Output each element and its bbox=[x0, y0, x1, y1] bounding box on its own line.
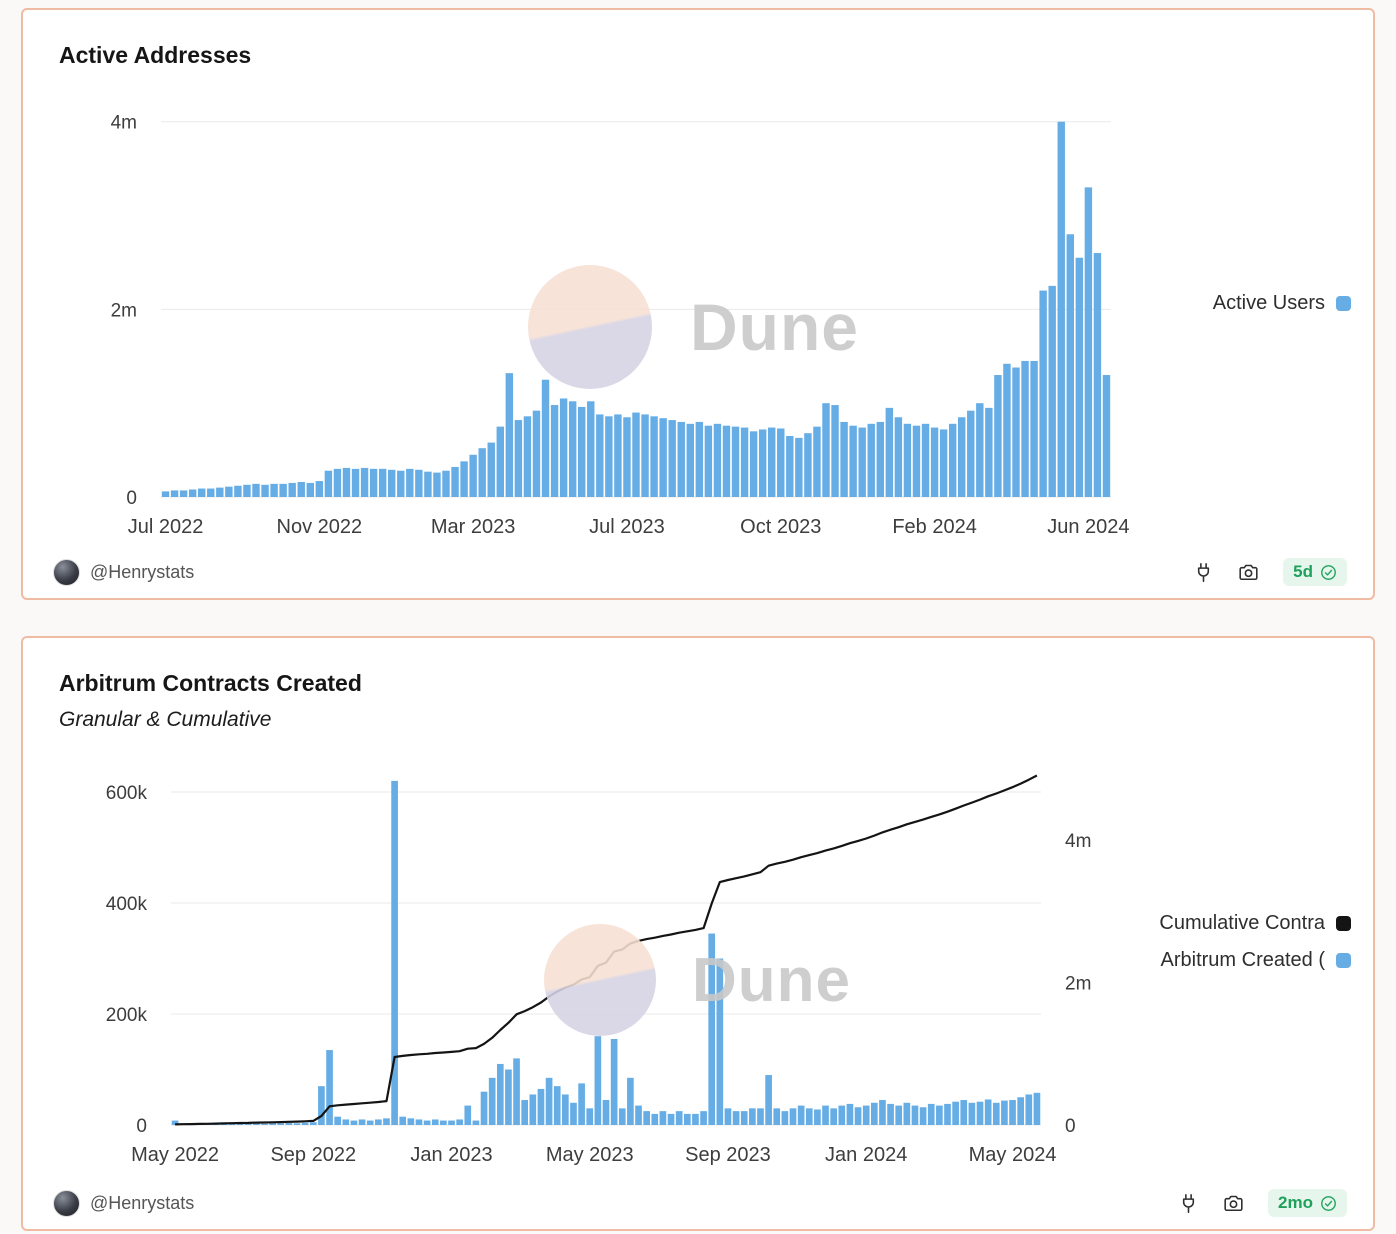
legend-color-chip bbox=[1336, 916, 1351, 931]
svg-text:0: 0 bbox=[136, 1116, 147, 1137]
svg-text:Jun 2024: Jun 2024 bbox=[1047, 516, 1129, 538]
svg-text:Jul 2022: Jul 2022 bbox=[128, 516, 204, 538]
svg-text:0: 0 bbox=[1065, 1116, 1076, 1137]
chart-title: Active Addresses bbox=[59, 42, 252, 68]
refresh-age-text: 5d bbox=[1293, 562, 1313, 581]
author-avatar bbox=[53, 558, 80, 586]
author-link[interactable]: @Henrystats bbox=[53, 1189, 195, 1217]
author-avatar bbox=[53, 1189, 80, 1217]
svg-text:4m: 4m bbox=[111, 113, 137, 134]
legend-label: Cumulative Contra bbox=[1159, 912, 1325, 934]
author-link[interactable]: @Henrystats bbox=[53, 558, 195, 586]
refresh-age-badge[interactable]: 5d bbox=[1283, 558, 1347, 586]
svg-text:2m: 2m bbox=[111, 300, 137, 321]
svg-text:Jan 2023: Jan 2023 bbox=[410, 1144, 492, 1166]
chart-legend: Cumulative Contra Arbitrum Created ( bbox=[1159, 912, 1351, 972]
check-circle-icon bbox=[1321, 1195, 1336, 1211]
svg-text:4m: 4m bbox=[1065, 831, 1091, 852]
svg-text:Oct 2023: Oct 2023 bbox=[740, 516, 821, 538]
svg-text:Jan 2024: Jan 2024 bbox=[825, 1144, 907, 1166]
plug-icon[interactable] bbox=[1178, 1193, 1199, 1214]
chart-legend: Active Users bbox=[1213, 292, 1351, 315]
check-circle-icon bbox=[1321, 564, 1336, 580]
legend-label: Arbitrum Created ( bbox=[1160, 949, 1326, 971]
legend-item-arbitrum-created[interactable]: Arbitrum Created ( bbox=[1159, 949, 1351, 972]
legend-color-chip bbox=[1336, 953, 1351, 968]
author-handle: @Henrystats bbox=[90, 561, 195, 582]
footer-actions: 5d bbox=[1193, 558, 1347, 586]
svg-text:Sep 2022: Sep 2022 bbox=[270, 1144, 356, 1166]
camera-icon[interactable] bbox=[1238, 562, 1259, 583]
svg-text:Jul 2023: Jul 2023 bbox=[589, 516, 665, 538]
camera-icon[interactable] bbox=[1223, 1193, 1244, 1214]
arbitrum-contracts-chart[interactable]: 0 200k 400k 600k 0 2m 4m May 2022 Sep 2022 Jan 20… bbox=[51, 748, 1141, 1178]
svg-text:May 2024: May 2024 bbox=[969, 1144, 1057, 1166]
svg-text:Mar 2023: Mar 2023 bbox=[431, 516, 515, 538]
legend-item-cumulative-contracts[interactable]: Cumulative Contra bbox=[1159, 912, 1351, 935]
svg-text:Sep 2023: Sep 2023 bbox=[685, 1144, 771, 1166]
chart-title: Arbitrum Contracts Created bbox=[59, 670, 362, 696]
svg-text:May 2023: May 2023 bbox=[546, 1144, 634, 1166]
card-active-addresses: Active Addresses 0 2m 4m Jul 2022 Nov 2022 Ma… bbox=[21, 8, 1375, 600]
legend-label: Active Users bbox=[1212, 292, 1325, 314]
svg-text:600k: 600k bbox=[106, 783, 148, 804]
card-footer: @Henrystats 5d bbox=[53, 558, 1347, 586]
active-addresses-chart[interactable]: 0 2m 4m Jul 2022 Nov 2022 Mar 2023 Jul 2023 Oct… bbox=[51, 92, 1171, 542]
svg-text:400k: 400k bbox=[106, 894, 148, 915]
legend-item-active-users[interactable]: Active Users bbox=[1213, 292, 1351, 315]
svg-text:May 2022: May 2022 bbox=[131, 1144, 219, 1166]
plug-icon[interactable] bbox=[1193, 562, 1214, 583]
svg-text:Nov 2022: Nov 2022 bbox=[277, 516, 363, 538]
card-arbitrum-contracts: Arbitrum Contracts Created Granular & Cu… bbox=[21, 636, 1375, 1231]
refresh-age-text: 2mo bbox=[1278, 1193, 1313, 1212]
footer-actions: 2mo bbox=[1178, 1189, 1347, 1217]
author-handle: @Henrystats bbox=[90, 1192, 195, 1213]
svg-text:2m: 2m bbox=[1065, 974, 1091, 995]
svg-text:Feb 2024: Feb 2024 bbox=[892, 516, 977, 538]
card-footer: @Henrystats 2mo bbox=[53, 1189, 1347, 1217]
refresh-age-badge[interactable]: 2mo bbox=[1268, 1189, 1347, 1217]
svg-text:200k: 200k bbox=[106, 1005, 148, 1026]
legend-color-chip bbox=[1336, 296, 1351, 311]
svg-text:0: 0 bbox=[126, 488, 137, 509]
chart-subtitle: Granular & Cumulative bbox=[59, 708, 272, 731]
